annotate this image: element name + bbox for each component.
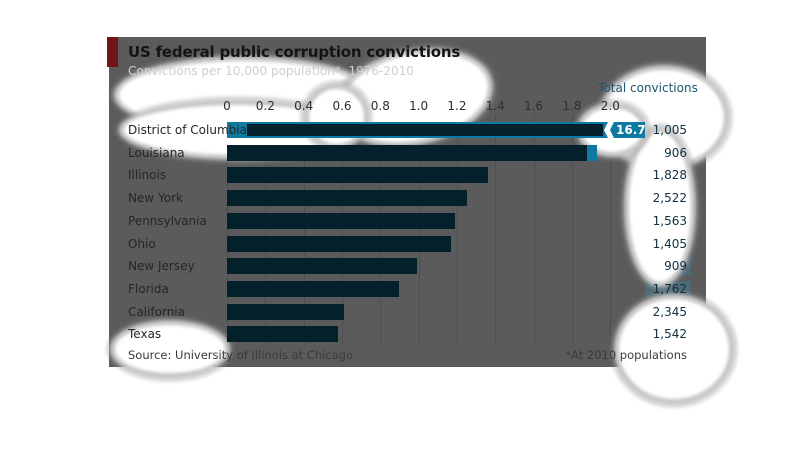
gridline: [610, 115, 612, 345]
total-column-header: Total convictions: [598, 81, 698, 95]
x-axis-tick-label: 0.8: [370, 99, 390, 113]
state-bar: [227, 167, 488, 184]
state-label: Pennsylvania: [128, 213, 207, 228]
total-value: 1,828: [652, 168, 687, 183]
gridline: [380, 115, 382, 345]
state-bar: [227, 280, 399, 297]
total-value: 2,522: [652, 191, 687, 206]
total-value: 909: [664, 259, 687, 274]
gridline: [303, 115, 305, 345]
state-label: Texas: [128, 327, 162, 342]
state-bar: [227, 303, 344, 320]
state-bar-with-tip: [227, 144, 597, 161]
total-badge: [645, 280, 691, 298]
white-blob-overlay: [115, 325, 225, 373]
economist-red-tab: [107, 37, 118, 67]
state-bar: [227, 212, 455, 229]
gridline: [571, 115, 573, 345]
state-label: Florida: [128, 281, 169, 296]
state-label: New Jersey: [128, 259, 195, 274]
x-axis-tick-label: 2.0: [600, 99, 620, 113]
state-bar: [227, 258, 417, 275]
gridline: [456, 115, 458, 345]
gridline: [227, 115, 228, 345]
x-axis-tick-label: 1.8: [562, 99, 582, 113]
axis-break-icon: [604, 122, 614, 138]
total-value: 2,345: [652, 304, 687, 319]
state-label: Ohio: [128, 236, 156, 251]
state-label: New York: [128, 191, 183, 206]
state-label: California: [128, 304, 185, 319]
x-axis-tick-label: 1.6: [524, 99, 544, 113]
state-label: Illinois: [128, 168, 167, 183]
state-bar: [227, 144, 587, 161]
total-value: 1,563: [652, 213, 687, 228]
total-value: 906: [664, 145, 687, 160]
state-bar: [247, 124, 603, 136]
total-value: 1,005: [652, 123, 687, 137]
chart-panel: US federal public corruption convictions…: [107, 37, 729, 399]
footnote-text: *At 2010 populations: [565, 348, 687, 362]
gridline: [495, 115, 497, 345]
x-axis-tick-label: 1.4: [485, 99, 505, 113]
state-bar: [227, 326, 338, 343]
x-axis-tick-label: 0.2: [255, 99, 275, 113]
source-text: Source: University of Illinois at Chicag…: [128, 348, 354, 362]
x-axis-tick-label: 0.4: [294, 99, 314, 113]
state-label: District of Columbia: [128, 123, 247, 137]
white-blob-overlay: [629, 132, 691, 282]
gridline: [341, 115, 343, 345]
state-label: Louisiana: [128, 145, 185, 160]
state-bar-off-scale: 16.7: [227, 122, 646, 138]
state-bar: [227, 190, 467, 207]
white-blob-overlay: [619, 299, 729, 399]
gridline: [533, 115, 535, 345]
off-scale-value-label: 16.7: [616, 123, 646, 137]
x-axis-tick-label: 0: [223, 99, 231, 113]
state-bar: [227, 235, 451, 252]
gridline: [265, 115, 267, 345]
gridline: [418, 115, 420, 345]
chart-subtitle: Convictions per 10,000 population*, 1976…: [128, 64, 414, 78]
total-value: 1,542: [652, 327, 687, 342]
chart-title: US federal public corruption convictions: [128, 43, 461, 61]
total-value: 1,762: [652, 281, 687, 296]
x-axis-tick-label: 0.6: [332, 99, 352, 113]
x-axis-tick-label: 1.2: [447, 99, 467, 113]
x-axis-tick-label: 1.0: [409, 99, 429, 113]
total-value: 1,405: [652, 236, 687, 251]
